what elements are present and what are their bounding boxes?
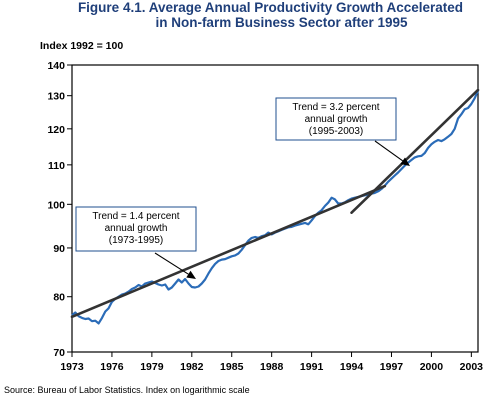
x-tick-label: 1985 xyxy=(220,361,244,373)
x-tick-label: 1988 xyxy=(260,361,284,373)
x-tick-label: 1973 xyxy=(60,361,84,373)
trend-line-1 xyxy=(70,184,387,319)
trend-line-2 xyxy=(350,88,480,214)
trend-callout-text: Trend = 1.4 percent xyxy=(92,211,179,222)
source-note: Source: Bureau of Labor Statistics. Inde… xyxy=(4,385,250,395)
callout-arrow-line xyxy=(154,252,189,275)
y-tick-label: 100 xyxy=(47,199,65,211)
x-tick-label: 2000 xyxy=(420,361,444,373)
trend-lines xyxy=(70,88,480,319)
x-tick-label: 1991 xyxy=(300,361,324,373)
y-tick-label: 130 xyxy=(47,91,65,103)
x-tick-label: 1994 xyxy=(340,361,364,373)
x-tick-label: 1976 xyxy=(100,361,124,373)
trend-callout-text: (1995-2003) xyxy=(309,126,363,137)
y-axis-index-label: Index 1992 = 100 xyxy=(40,40,124,52)
y-tick-label: 110 xyxy=(48,160,65,172)
trend-callout-text: (1973-1995) xyxy=(109,235,163,246)
figure-title: Figure 4.1. Average Annual Productivity … xyxy=(0,0,493,30)
plot-area-frame xyxy=(71,64,479,353)
y-tick-label: 120 xyxy=(47,124,65,136)
trend-callout-box-2 xyxy=(275,97,397,141)
figure-title-line-2: in Non-farm Business Sector after 1995 xyxy=(155,15,408,30)
y-tick-label: 140 xyxy=(47,60,65,72)
x-tick-label: 2003 xyxy=(460,361,484,373)
trend-callout-text: annual growth xyxy=(105,223,168,234)
figure-title-line-1: Figure 4.1. Average Annual Productivity … xyxy=(77,0,464,15)
y-tick-label: 90 xyxy=(53,243,65,255)
callout-arrow-head xyxy=(186,270,196,279)
callout-arrow-line xyxy=(374,140,403,162)
x-tick-label: 1979 xyxy=(140,361,164,373)
x-tick-label: 1982 xyxy=(180,361,204,373)
x-tick-label: 1997 xyxy=(380,361,404,373)
trend-callout-text: annual growth xyxy=(305,114,368,125)
y-axis: 70 80 90 100 110 120 130 140 xyxy=(47,60,72,359)
y-tick-label: 80 xyxy=(53,292,65,304)
x-axis: 1973 1976 1979 1982 1985 1988 1991 1994 1997 2000… xyxy=(60,352,483,373)
y-tick-label: 70 xyxy=(53,347,65,359)
callout-arrow-head xyxy=(400,157,410,166)
trend-callout-box-1 xyxy=(75,206,197,252)
trend-callout-text: Trend = 3.2 percent xyxy=(292,102,379,113)
